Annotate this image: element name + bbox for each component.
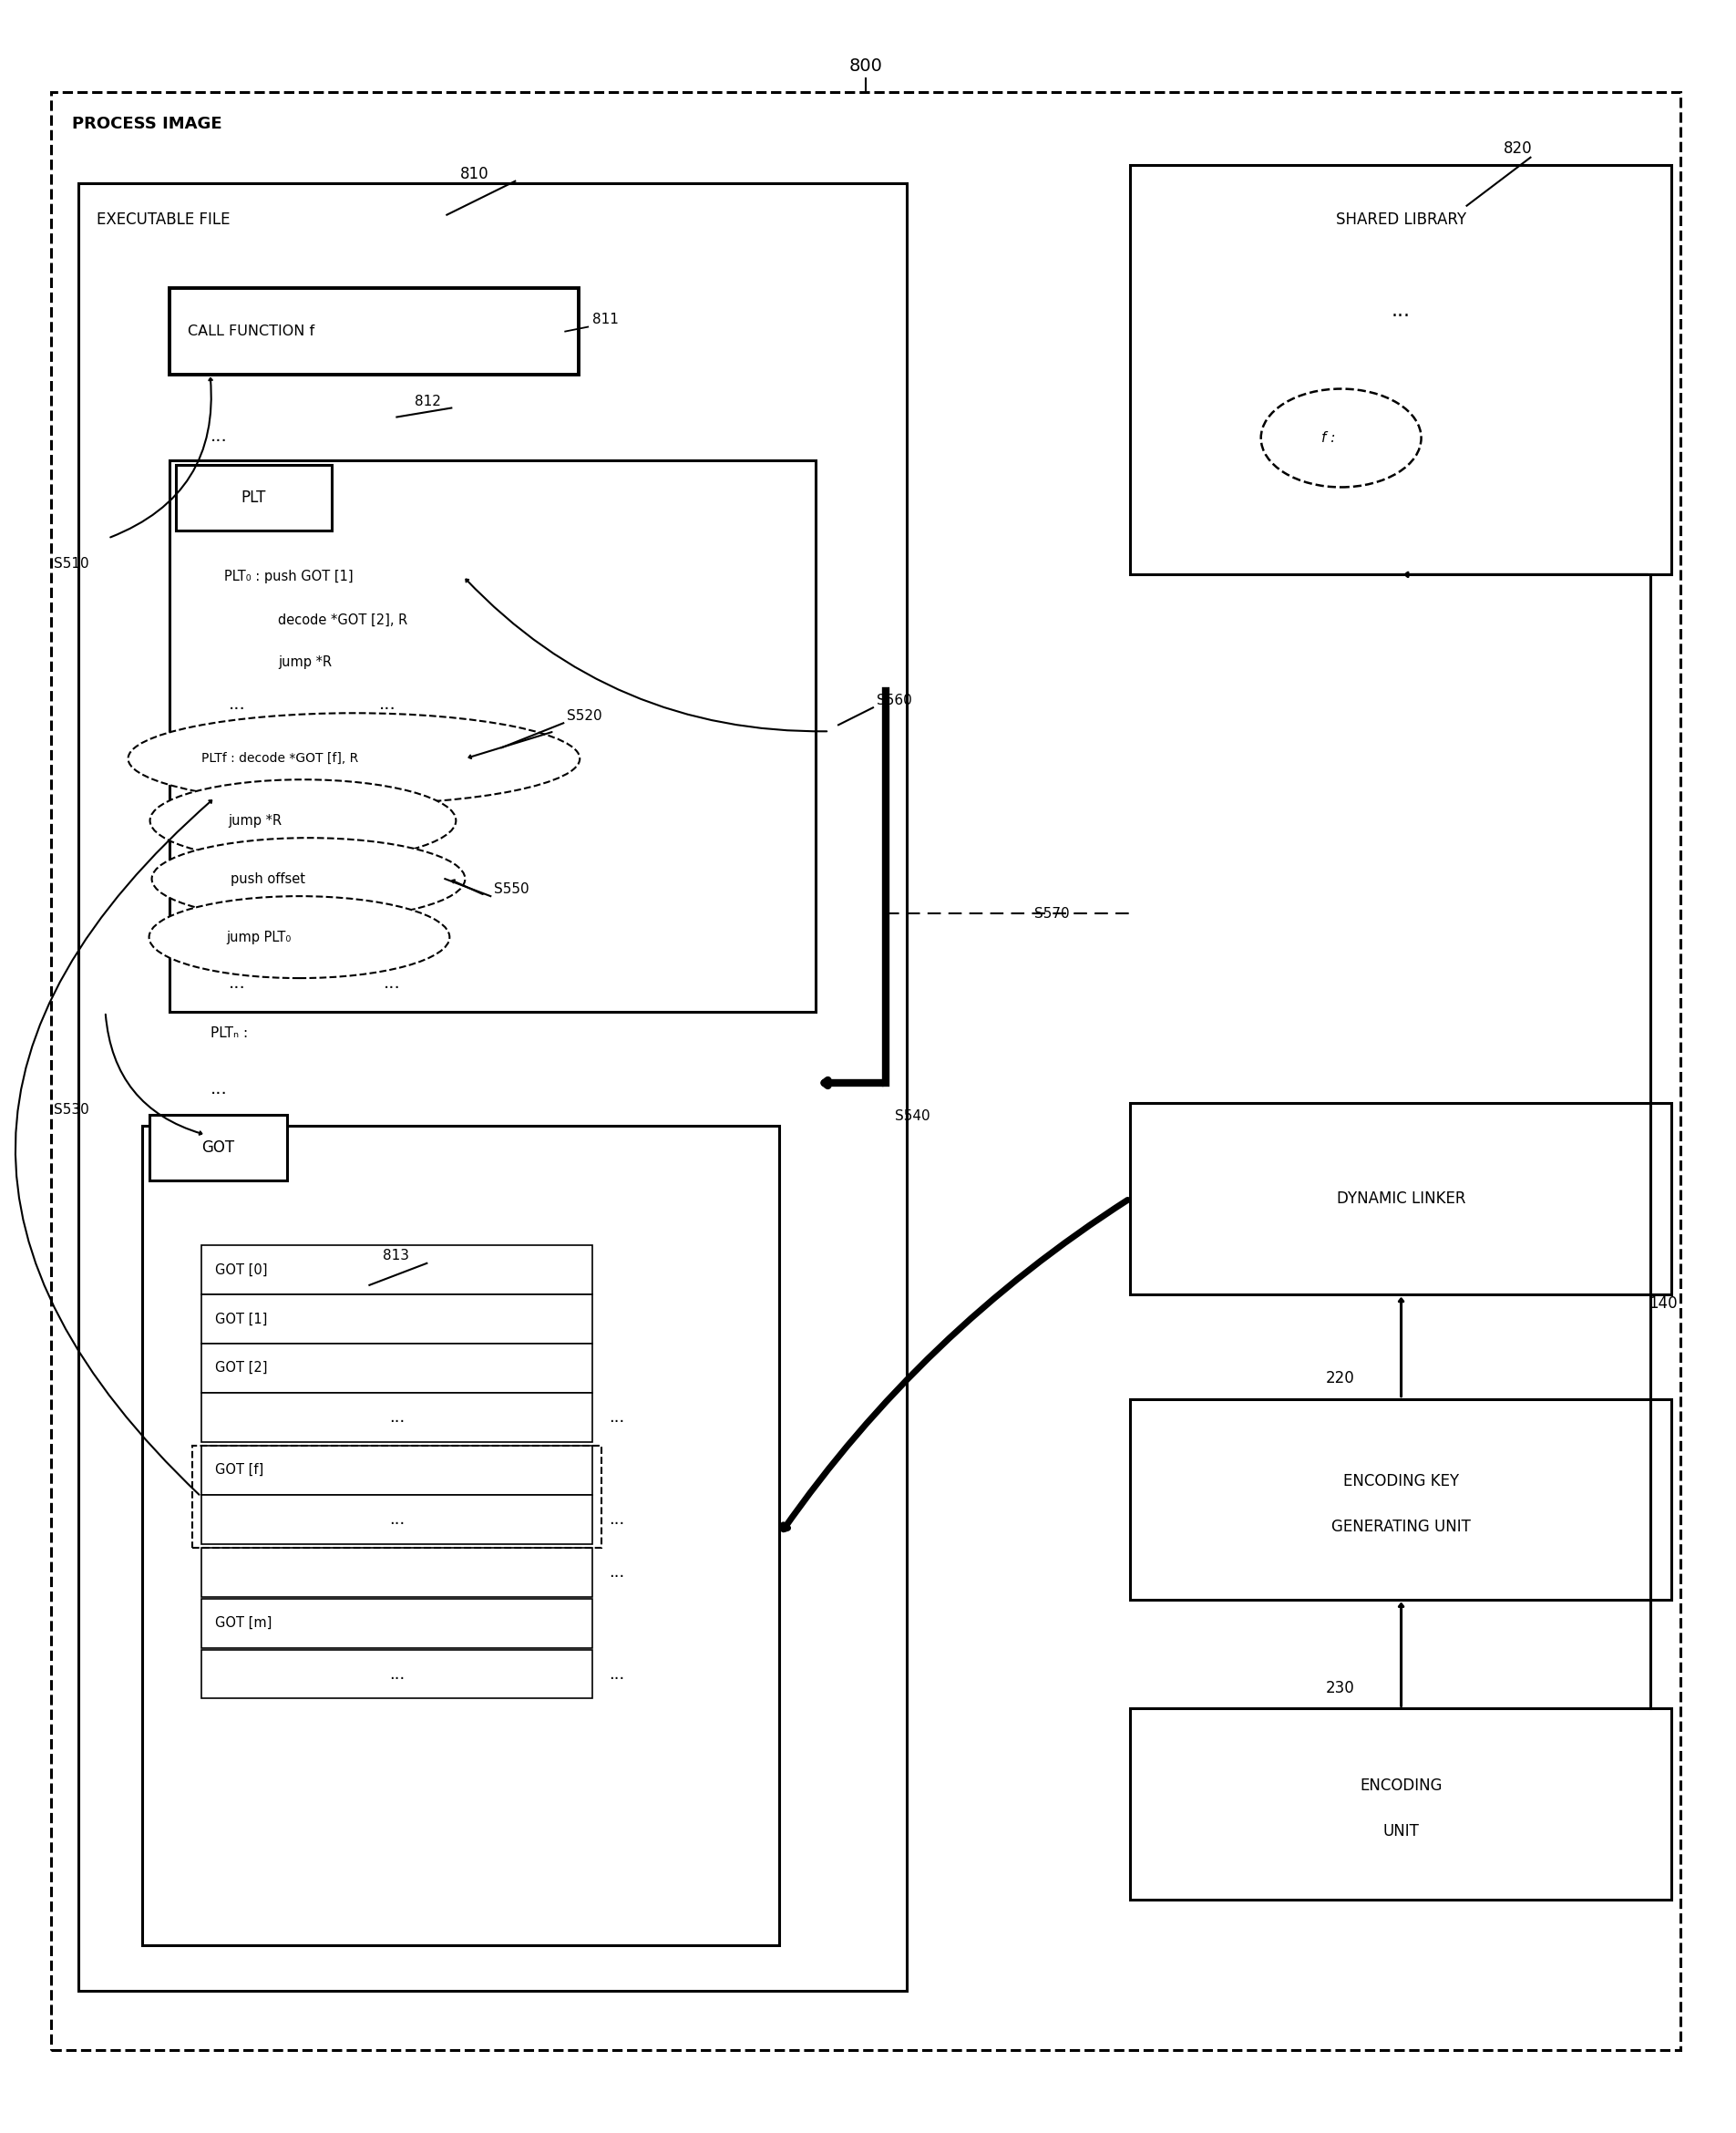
- Text: PLT₀ : push GOT [1]: PLT₀ : push GOT [1]: [224, 570, 352, 582]
- Bar: [175, 465, 332, 531]
- Ellipse shape: [149, 896, 450, 979]
- Text: GOT: GOT: [201, 1139, 234, 1156]
- Text: jump *R: jump *R: [278, 655, 332, 670]
- Text: ...: ...: [1392, 301, 1411, 320]
- Bar: [201, 1546, 592, 1598]
- Ellipse shape: [151, 838, 465, 919]
- Text: ...: ...: [210, 1081, 227, 1098]
- Bar: [193, 1446, 602, 1546]
- Text: 800: 800: [849, 58, 882, 75]
- Text: decode *GOT [2], R: decode *GOT [2], R: [278, 614, 408, 627]
- Text: S550: S550: [495, 883, 529, 896]
- Ellipse shape: [149, 779, 457, 862]
- Text: ...: ...: [609, 1666, 625, 1683]
- Text: ...: ...: [378, 695, 396, 712]
- Bar: [201, 1393, 592, 1442]
- Text: UNIT: UNIT: [1384, 1824, 1420, 1841]
- Text: PLTf : decode *GOT [f], R: PLTf : decode *GOT [f], R: [201, 753, 358, 766]
- Text: 813: 813: [384, 1250, 410, 1263]
- Text: S540: S540: [894, 1109, 930, 1124]
- Text: f :: f :: [1321, 431, 1335, 446]
- Text: jump PLT₀: jump PLT₀: [226, 930, 292, 945]
- Text: ...: ...: [609, 1410, 625, 1425]
- Text: 230: 230: [1326, 1679, 1354, 1696]
- Text: ...: ...: [229, 695, 245, 712]
- Text: ...: ...: [609, 1510, 625, 1527]
- Bar: [1130, 1709, 1672, 1901]
- Bar: [1130, 1399, 1672, 1600]
- Text: 810: 810: [460, 166, 490, 181]
- Text: SHARED LIBRARY: SHARED LIBRARY: [1337, 211, 1467, 228]
- Text: PROCESS IMAGE: PROCESS IMAGE: [71, 115, 222, 132]
- Ellipse shape: [128, 712, 580, 804]
- Bar: [201, 1246, 592, 1295]
- Text: PLT: PLT: [241, 491, 266, 506]
- Bar: [168, 288, 578, 373]
- Bar: [1130, 1103, 1672, 1295]
- Text: S570: S570: [1035, 907, 1069, 919]
- Text: DYNAMIC LINKER: DYNAMIC LINKER: [1337, 1190, 1465, 1207]
- Text: GENERATING UNIT: GENERATING UNIT: [1332, 1519, 1470, 1536]
- Text: PLTₙ :: PLTₙ :: [210, 1026, 248, 1039]
- Text: 820: 820: [1503, 141, 1531, 156]
- Bar: [201, 1649, 592, 1698]
- Text: jump *R: jump *R: [229, 813, 283, 828]
- Text: ...: ...: [609, 1563, 625, 1581]
- Ellipse shape: [1260, 388, 1422, 486]
- Text: S520: S520: [568, 708, 602, 723]
- Text: ...: ...: [389, 1666, 404, 1683]
- Text: ...: ...: [384, 975, 401, 992]
- Text: ENCODING KEY: ENCODING KEY: [1344, 1472, 1458, 1489]
- Bar: [201, 1598, 592, 1647]
- Bar: [201, 1344, 592, 1393]
- Text: 811: 811: [592, 314, 618, 326]
- Bar: [201, 1495, 592, 1544]
- Text: S560: S560: [877, 693, 911, 708]
- Text: ...: ...: [229, 975, 245, 992]
- Text: 812: 812: [415, 395, 441, 407]
- Bar: [142, 1126, 779, 1945]
- Text: push offset: push offset: [231, 872, 306, 885]
- Text: ...: ...: [210, 427, 227, 446]
- Bar: [78, 183, 906, 1990]
- Text: S530: S530: [54, 1103, 89, 1118]
- Text: GOT [0]: GOT [0]: [215, 1263, 267, 1276]
- Bar: [168, 461, 816, 1011]
- Text: GOT [f]: GOT [f]: [215, 1463, 264, 1476]
- Bar: [201, 1295, 592, 1344]
- Text: 220: 220: [1326, 1369, 1354, 1386]
- Bar: [1130, 164, 1672, 574]
- Text: S510: S510: [54, 557, 89, 570]
- Text: GOT [m]: GOT [m]: [215, 1617, 271, 1630]
- Text: ...: ...: [389, 1510, 404, 1527]
- Text: EXECUTABLE FILE: EXECUTABLE FILE: [95, 211, 229, 228]
- Text: GOT [1]: GOT [1]: [215, 1312, 267, 1325]
- Text: GOT [2]: GOT [2]: [215, 1361, 267, 1376]
- Text: ENCODING: ENCODING: [1359, 1779, 1443, 1794]
- Bar: [149, 1116, 288, 1180]
- Bar: [201, 1446, 592, 1495]
- Text: 140: 140: [1649, 1295, 1677, 1312]
- Text: ...: ...: [389, 1410, 404, 1425]
- Text: CALL FUNCTION f: CALL FUNCTION f: [187, 324, 314, 339]
